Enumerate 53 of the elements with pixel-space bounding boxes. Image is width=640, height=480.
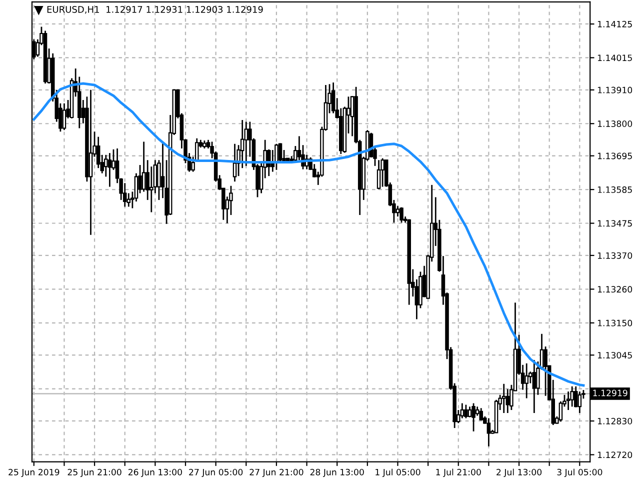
candlestick [460, 402, 464, 419]
x-tick-label: 28 Jun 13:00 [310, 468, 364, 477]
candlestick [544, 346, 548, 397]
x-tick-label: 25 Jun 2019 [8, 468, 60, 477]
candlestick [108, 152, 112, 188]
y-tick-label: 1.13695 [598, 152, 632, 160]
y-tick-label: 1.13800 [598, 120, 632, 128]
candlestick [380, 158, 384, 188]
x-tick-label: 26 Jun 13:00 [128, 468, 182, 477]
y-tick-label: 1.14125 [598, 20, 632, 28]
y-tick-label: 1.13045 [598, 352, 632, 358]
y-tick-label: 1.13585 [598, 186, 632, 193]
candlestick [62, 102, 66, 131]
x-tick-label: 2 Jul 13:00 [496, 468, 542, 477]
line-series [32, 82, 585, 387]
ref-line-label: 1.12919 [593, 390, 628, 396]
candlestick [376, 159, 381, 190]
candlestick [400, 206, 404, 224]
y-tick-label: 1.12720 [598, 452, 632, 458]
y-tick-label: 1.13475 [598, 220, 632, 227]
candlestick [570, 386, 574, 408]
candlestick [475, 406, 480, 416]
chart-title: EURUSD,H1 1.12917 1.12931 1.12903 1.12919 [47, 6, 263, 14]
candlestick [464, 404, 468, 419]
candlestick [472, 402, 476, 432]
candlestick [274, 143, 278, 171]
candlestick [142, 141, 146, 192]
y-tick-label: 1.12830 [598, 418, 632, 424]
candlestick [232, 143, 237, 182]
candlestick [578, 390, 582, 414]
y-tick-label: 1.14015 [598, 54, 632, 62]
y-tick-label: 1.13370 [598, 252, 632, 259]
x-tick-label: 1 Jul 05:00 [376, 468, 420, 477]
candlestick [486, 418, 491, 448]
y-tick-label: 1.13260 [598, 286, 632, 293]
candlestick [122, 182, 127, 208]
x-tick-label: 3 Jul 05:00 [557, 468, 602, 477]
candlestick [88, 89, 93, 236]
candlestick [502, 383, 506, 414]
x-tick-label: 27 Jun 21:00 [250, 468, 304, 477]
candlestick [524, 362, 528, 399]
x-tick-label: 1 Jul 21:00 [436, 468, 481, 477]
candlestick [396, 205, 400, 218]
y-tick-label: 1.13910 [598, 86, 632, 94]
candlestick [532, 359, 536, 414]
candlestick [479, 407, 483, 422]
candlestick [566, 390, 570, 411]
candlestick [506, 388, 510, 414]
x-tick-label: 27 Jun 05:00 [189, 468, 243, 477]
y-tick-label: 1.13150 [598, 320, 632, 326]
candlestick [468, 406, 472, 418]
candlestick [244, 121, 248, 167]
x-tick-label: 25 Jun 21:00 [68, 468, 122, 477]
